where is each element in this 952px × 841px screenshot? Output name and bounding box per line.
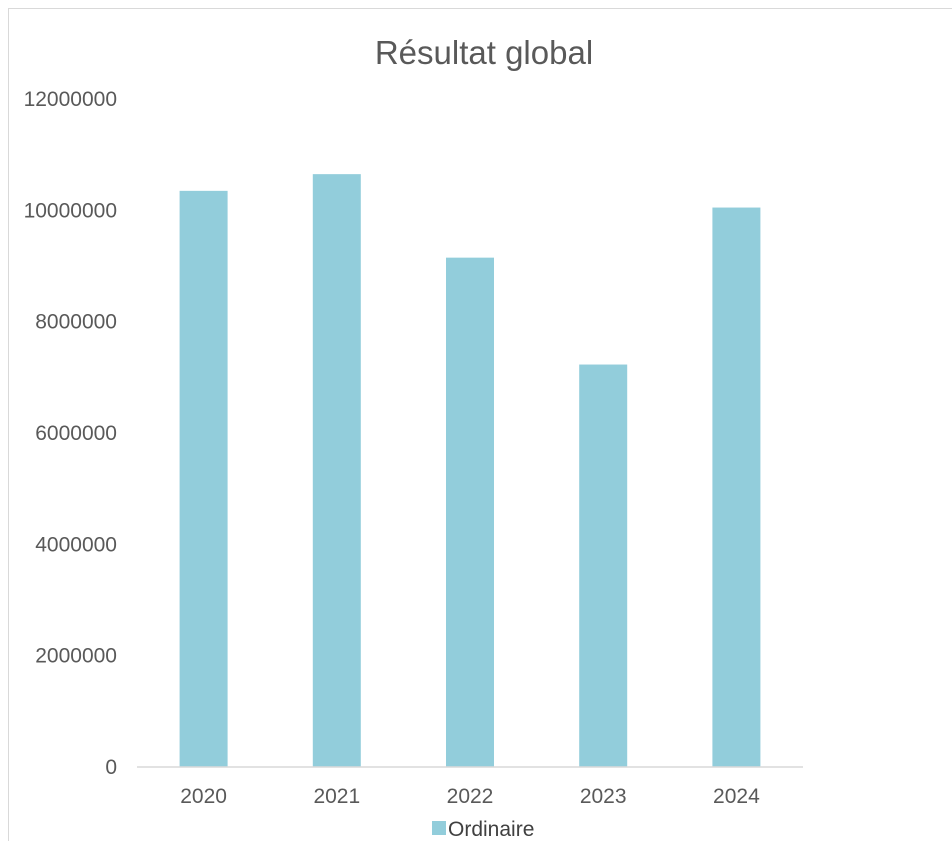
bar-2023 (579, 364, 628, 767)
y-tick-label: 6000000 (35, 422, 117, 445)
x-tick-label: 2020 (180, 785, 227, 808)
y-tick-label: 8000000 (35, 311, 117, 334)
bar-2020 (179, 190, 228, 768)
bars (179, 174, 761, 768)
legend-label-ordinaire: Ordinaire (448, 818, 534, 841)
y-tick-label: 4000000 (35, 533, 117, 556)
x-tick-label: 2022 (447, 785, 494, 808)
x-tick-label: 2023 (580, 785, 627, 808)
chart-title: Résultat global (375, 34, 593, 71)
legend: Ordinaire (432, 818, 534, 841)
y-tick-label: 0 (105, 756, 117, 779)
x-tick-label: 2021 (313, 785, 360, 808)
bar-2024 (712, 207, 761, 768)
y-axis-ticks: 0 2000000 4000000 6000000 8000000 10000000 120… (24, 88, 117, 779)
y-tick-label: 2000000 (35, 645, 117, 668)
bar-2021 (312, 174, 361, 767)
y-tick-label: 12000000 (24, 88, 117, 111)
x-axis-ticks: 2020 2021 2022 2023 2024 (180, 785, 760, 808)
x-tick-label: 2024 (713, 785, 760, 808)
legend-swatch-ordinaire (432, 821, 446, 835)
bar-2022 (446, 257, 494, 767)
y-tick-label: 10000000 (24, 199, 117, 222)
